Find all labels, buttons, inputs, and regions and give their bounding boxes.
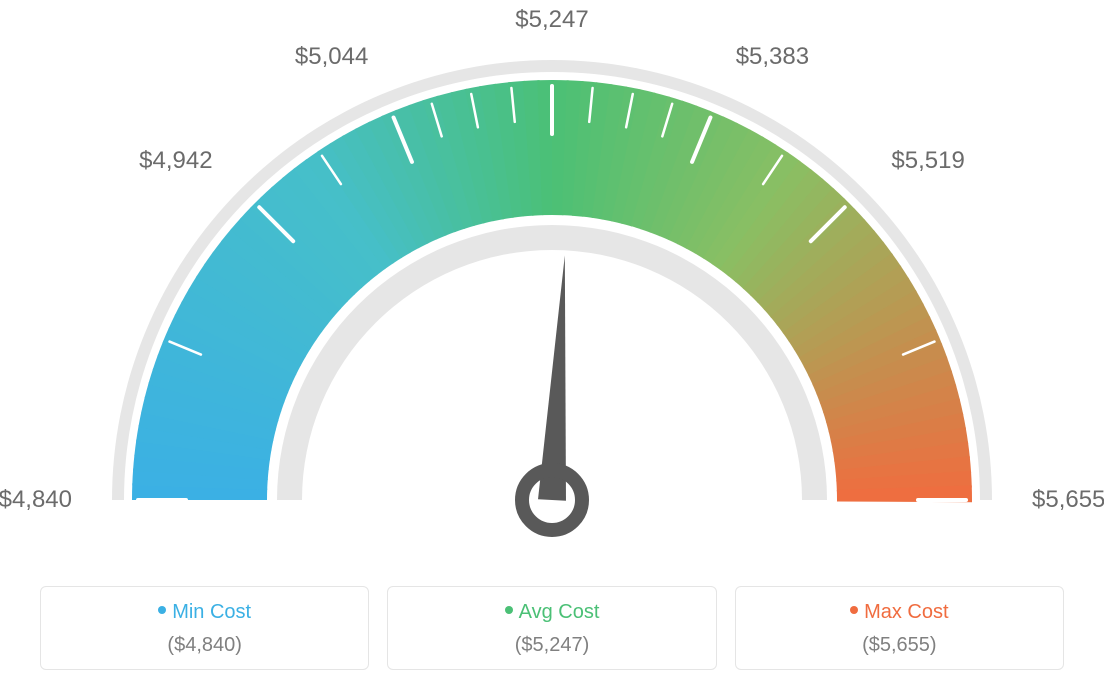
max-cost-card: Max Cost ($5,655) [735, 586, 1064, 670]
avg-cost-label: Avg Cost [519, 601, 600, 623]
min-cost-value: ($4,840) [51, 634, 358, 657]
gauge-tick-label: $5,655 [1032, 486, 1104, 514]
max-cost-value: ($5,655) [746, 634, 1053, 657]
min-cost-card: Min Cost ($4,840) [40, 586, 369, 670]
gauge-tick-label: $5,044 [295, 43, 368, 71]
min-cost-title: Min Cost [51, 601, 358, 624]
gauge-tick-label: $4,942 [139, 147, 212, 175]
legend-row: Min Cost ($4,840) Avg Cost ($5,247) Max … [0, 586, 1104, 670]
gauge-tick-label: $5,383 [736, 43, 809, 71]
gauge-tick-label: $4,840 [0, 486, 72, 514]
max-cost-title: Max Cost [746, 601, 1053, 624]
cost-gauge-widget: $4,840 $4,942 $5,044 $5,247 $5,383 $5,519 $5,6… [0, 0, 1104, 690]
min-cost-label: Min Cost [172, 601, 251, 623]
avg-dot-icon [505, 606, 513, 614]
max-cost-label: Max Cost [864, 601, 948, 623]
gauge-chart: $4,840 $4,942 $5,044 $5,247 $5,383 $5,519 $5,6… [0, 0, 1104, 560]
avg-cost-value: ($5,247) [398, 634, 705, 657]
avg-cost-card: Avg Cost ($5,247) [387, 586, 716, 670]
gauge-tick-label: $5,247 [515, 6, 588, 34]
min-dot-icon [158, 606, 166, 614]
gauge-tick-label: $5,519 [891, 147, 964, 175]
max-dot-icon [850, 606, 858, 614]
avg-cost-title: Avg Cost [398, 601, 705, 624]
